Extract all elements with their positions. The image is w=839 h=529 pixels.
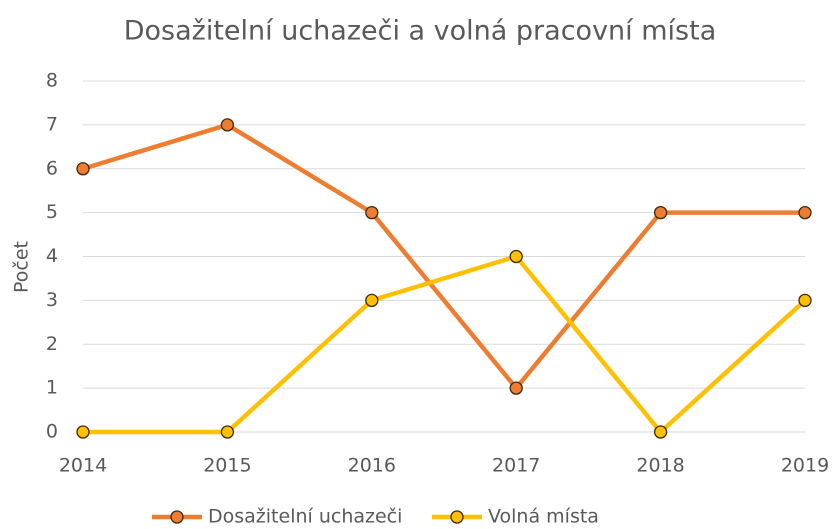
y-tick-label: 0 (46, 421, 58, 443)
chart-title: Dosažitelní uchazeči a volná pracovní mí… (124, 16, 717, 47)
point (365, 293, 379, 308)
point (653, 425, 668, 439)
x-tick-label: 2016 (348, 455, 396, 477)
y-tick-label: 7 (46, 113, 58, 135)
y-tick-label: 1 (46, 377, 58, 399)
y-tick-label: 2 (46, 333, 58, 355)
point (76, 162, 90, 176)
x-tick-label: 2014 (59, 455, 107, 477)
point (509, 249, 523, 264)
x-tick-label: 2019 (781, 455, 829, 477)
x-tick-label: 2015 (203, 455, 251, 477)
y-tick-label: 8 (46, 70, 58, 92)
legend-label: Dosažitelní uchazeči (208, 506, 402, 528)
point (653, 205, 668, 220)
series-line (83, 254, 807, 435)
y-tick-label: 6 (46, 157, 58, 179)
point (798, 293, 812, 308)
point (365, 205, 379, 220)
y-tick-label: 4 (46, 245, 58, 267)
legend-label: Volná místa (488, 506, 599, 528)
point (76, 425, 90, 439)
legend-marker (450, 510, 464, 524)
x-tick-label: 2017 (492, 455, 540, 477)
y-axis-label: Počet (11, 241, 33, 293)
legend-marker (170, 510, 184, 524)
y-tick-label: 3 (46, 289, 58, 311)
x-tick-label: 2018 (636, 455, 684, 477)
point (220, 118, 235, 132)
point (798, 205, 812, 220)
series-line (82, 122, 805, 391)
point (509, 381, 523, 395)
y-tick-label: 5 (46, 201, 58, 223)
point (220, 425, 235, 439)
